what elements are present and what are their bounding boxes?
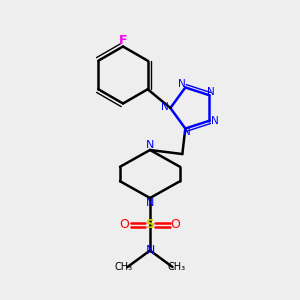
Text: N: N xyxy=(211,116,219,126)
Text: O: O xyxy=(120,218,129,232)
Text: N: N xyxy=(161,101,169,112)
Text: CH₃: CH₃ xyxy=(115,262,133,272)
Text: S: S xyxy=(146,218,154,232)
Text: N: N xyxy=(207,87,215,97)
Text: N: N xyxy=(178,80,186,89)
Text: O: O xyxy=(171,218,180,232)
Text: CH₃: CH₃ xyxy=(167,262,185,272)
Text: N: N xyxy=(146,198,154,208)
Text: N: N xyxy=(183,127,191,136)
Text: F: F xyxy=(119,34,127,47)
Text: N: N xyxy=(145,244,155,257)
Text: N: N xyxy=(146,140,154,150)
